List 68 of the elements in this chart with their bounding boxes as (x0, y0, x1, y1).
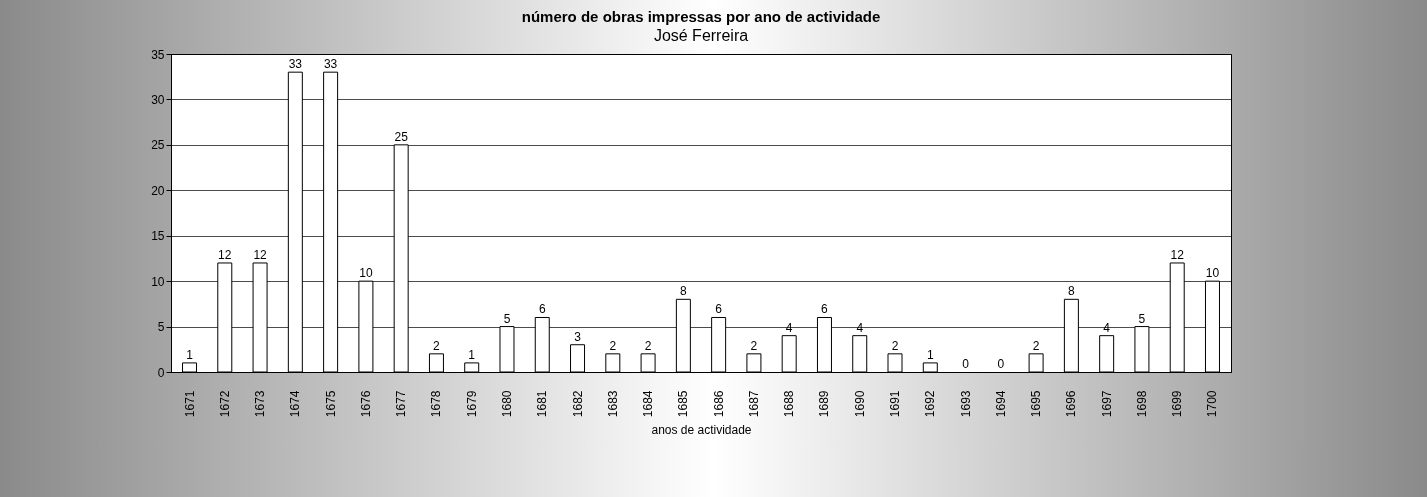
x-tick-label: 1680 (499, 390, 514, 418)
data-label: 10 (359, 266, 373, 281)
x-tick-label: 1687 (746, 390, 761, 418)
data-label: 2 (644, 338, 652, 353)
data-label: 33 (288, 57, 303, 72)
data-label: 12 (218, 247, 232, 262)
data-label: 6 (538, 302, 546, 317)
y-tick-label: 30 (151, 92, 165, 107)
data-label: 12 (1170, 247, 1185, 262)
y-tick-label: 25 (151, 138, 165, 153)
x-tick-label: 1697 (1099, 390, 1114, 418)
chart-title: número de obras impressas por ano de actividade (521, 8, 881, 25)
data-label: 1 (186, 347, 194, 362)
x-tick-label: 1674 (288, 390, 303, 418)
data-label: 33 (323, 57, 338, 72)
data-label: 2 (609, 338, 617, 353)
x-tick-label: 1690 (852, 390, 867, 418)
x-tick-label: 1688 (782, 390, 797, 418)
data-label: 10 (1205, 266, 1220, 281)
data-label: 2 (750, 338, 758, 353)
x-tick-label: 1676 (358, 390, 373, 418)
data-label: 25 (394, 129, 409, 144)
x-tick-label: 1700 (1205, 390, 1220, 418)
data-label: 6 (821, 302, 829, 317)
x-tick-label: 1673 (253, 390, 268, 418)
x-tick-label: 1693 (958, 390, 973, 418)
x-tick-label: 1691 (888, 390, 903, 418)
data-label: 1 (926, 347, 934, 362)
data-label: 6 (715, 302, 723, 317)
x-tick-label: 1677 (394, 390, 409, 418)
data-label: 1 (468, 347, 476, 362)
data-label: 2 (1032, 338, 1040, 353)
x-tick-label: 1695 (1029, 390, 1044, 418)
x-tick-label: 1682 (570, 390, 585, 418)
y-tick-label: 10 (151, 274, 165, 289)
data-label: 12 (253, 247, 268, 262)
x-tick-label: 1671 (182, 390, 197, 418)
x-tick-label: 1694 (993, 390, 1008, 418)
x-tick-label: 1699 (1170, 390, 1185, 418)
x-tick-label: 1685 (676, 390, 691, 418)
data-label: 2 (433, 338, 441, 353)
data-label: 8 (1068, 284, 1076, 299)
y-tick-label: 35 (151, 47, 165, 62)
x-tick-label: 1689 (817, 390, 832, 418)
x-tick-label: 1698 (1134, 390, 1149, 418)
y-tick-label: 5 (157, 320, 165, 335)
x-tick-label: 1675 (323, 390, 338, 418)
data-label: 5 (1138, 311, 1146, 326)
chart-subtitle: José Ferreira (653, 27, 749, 44)
y-tick-label: 20 (151, 183, 165, 198)
data-label: 0 (962, 357, 970, 371)
data-label: 0 (997, 357, 1005, 371)
data-label: 5 (503, 311, 511, 326)
data-label: 8 (680, 284, 688, 299)
x-tick-label: 1678 (429, 390, 444, 418)
x-tick-label: 1692 (923, 390, 938, 418)
x-axis-title: anos de actividade (651, 423, 752, 438)
data-label: 3 (574, 329, 582, 344)
x-tick-label: 1686 (711, 390, 726, 418)
x-tick-label: 1681 (535, 390, 550, 418)
x-tick-label: 1684 (641, 390, 656, 418)
y-tick-label: 15 (151, 229, 165, 244)
data-label: 2 (891, 338, 899, 353)
x-tick-label: 1683 (605, 390, 620, 418)
x-tick-label: 1679 (464, 390, 479, 418)
x-tick-label: 1696 (1064, 390, 1079, 418)
y-tick-label: 0 (157, 365, 165, 380)
x-tick-label: 1672 (217, 390, 232, 418)
